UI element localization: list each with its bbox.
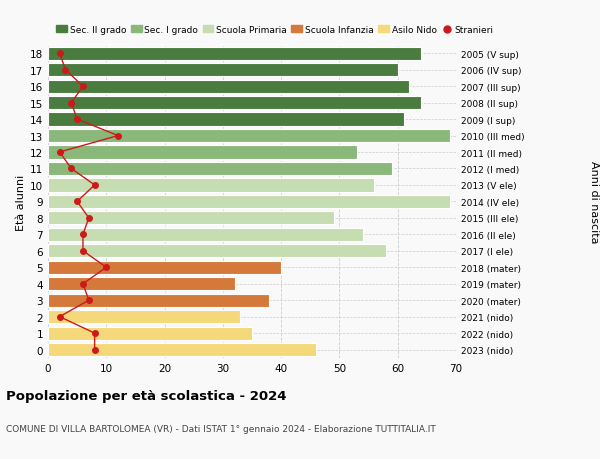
Bar (48, 196, 450, 208)
Bar (48, 261, 281, 274)
Legend: Sec. II grado, Sec. I grado, Scuola Primaria, Scuola Infanzia, Asilo Nido, Stran: Sec. II grado, Sec. I grado, Scuola Prim… (53, 22, 497, 38)
Bar (48, 80, 409, 94)
Bar (48, 278, 235, 291)
Text: Popolazione per età scolastica - 2024: Popolazione per età scolastica - 2024 (6, 389, 287, 403)
Bar (48, 97, 421, 110)
Bar (48, 294, 269, 307)
Bar (48, 162, 392, 176)
Bar (48, 130, 450, 143)
Bar (48, 146, 357, 159)
Bar (48, 343, 316, 356)
Bar (48, 228, 363, 241)
Bar (48, 212, 334, 225)
Text: COMUNE DI VILLA BARTOLOMEA (VR) - Dati ISTAT 1° gennaio 2024 - Elaborazione TUTT: COMUNE DI VILLA BARTOLOMEA (VR) - Dati I… (6, 425, 436, 433)
Bar (48, 179, 374, 192)
Bar (48, 64, 398, 77)
Text: Anni di nascita: Anni di nascita (589, 161, 599, 243)
Bar (48, 310, 241, 324)
Bar (48, 48, 421, 61)
Bar (48, 245, 386, 258)
Y-axis label: Età alunni: Età alunni (16, 174, 26, 230)
Bar (48, 113, 404, 126)
Bar (48, 327, 252, 340)
